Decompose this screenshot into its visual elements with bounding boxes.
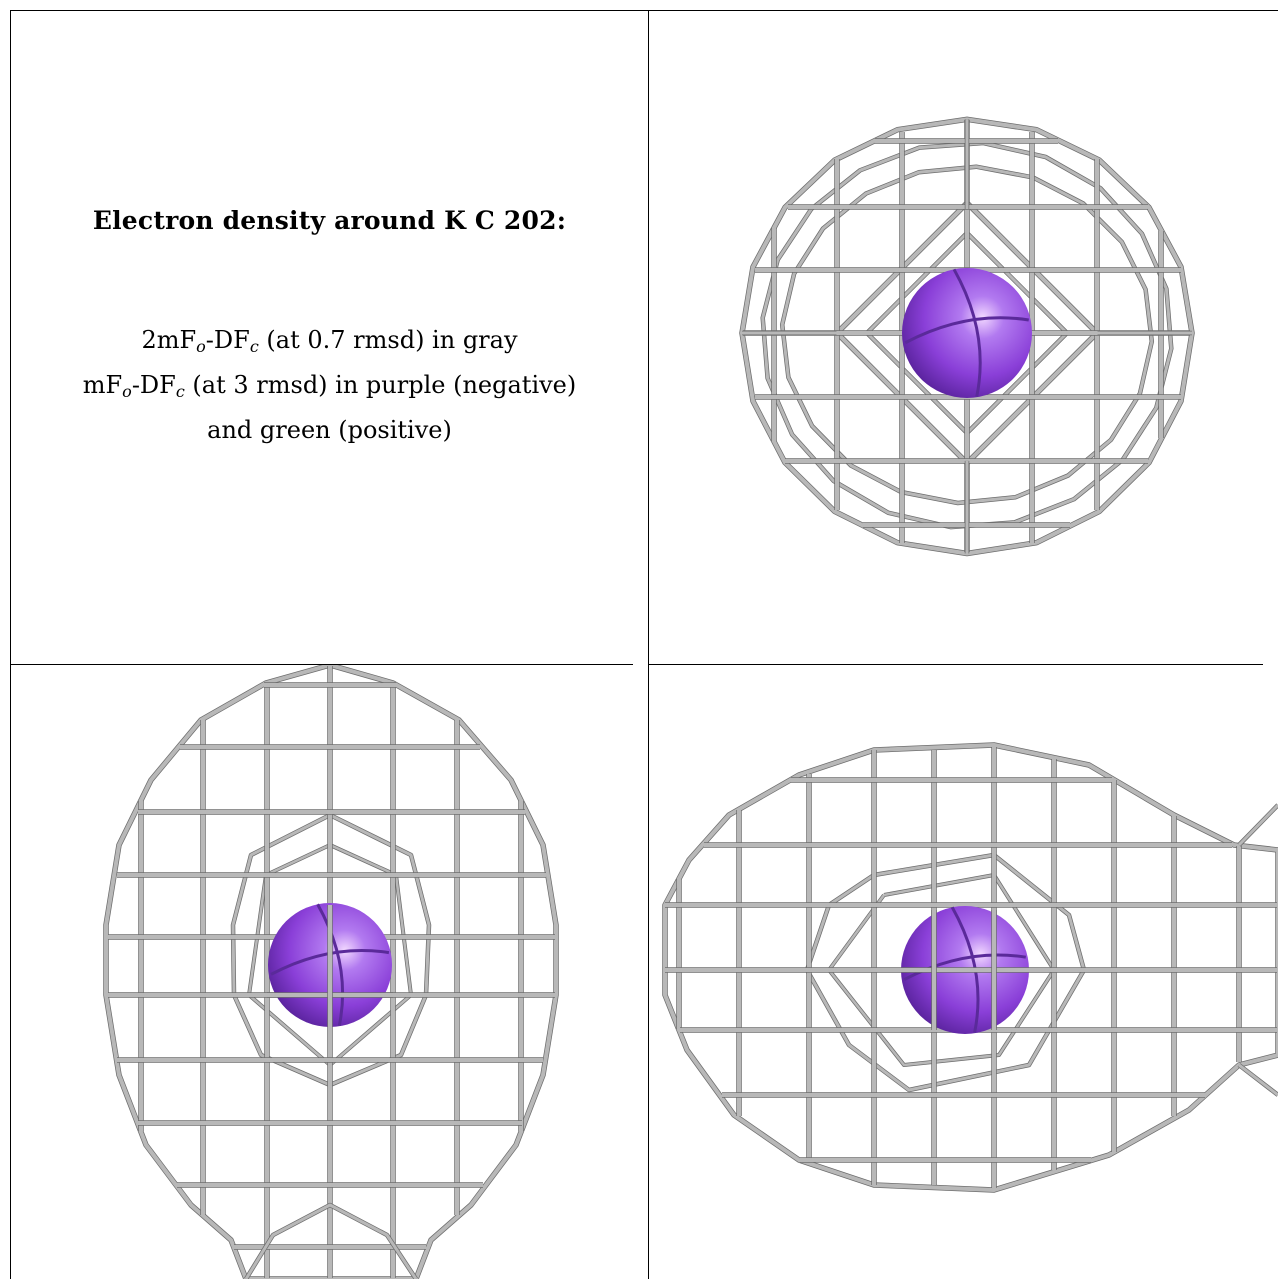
density-mesh-side xyxy=(662,742,1278,1193)
density-view-front xyxy=(11,665,648,1279)
atom-equator-arc xyxy=(903,953,1027,981)
atom-equator-arc xyxy=(904,316,1029,345)
caption-description: 2mFo-DFc (at 0.7 rmsd) in gray mFo-DFc (… xyxy=(11,321,648,449)
inner-contour-hl xyxy=(805,853,1086,1092)
neck-contour-hl xyxy=(244,1203,418,1279)
caption-panel: Electron density around K C 202: 2mFo-DF… xyxy=(11,11,648,664)
potassium-atom-sphere xyxy=(902,268,1032,398)
side-tail-down-hl xyxy=(1238,1063,1278,1097)
caption-line-3: and green (positive) xyxy=(207,416,452,444)
side-tail-up-hl xyxy=(1237,803,1278,847)
outer-contour-hl xyxy=(104,665,558,1279)
density-mesh-front xyxy=(103,665,559,1279)
caption-title: Electron density around K C 202: xyxy=(92,206,567,235)
atom-meridian-arc xyxy=(316,903,345,1027)
density-view-side xyxy=(649,665,1278,1279)
caption-line-1: 2mFo-DFc (at 0.7 rmsd) in gray xyxy=(141,326,518,356)
figure-frame xyxy=(10,10,1278,1279)
outer-contour-3-hl xyxy=(780,165,1154,505)
panel-divider-vertical xyxy=(648,10,649,1279)
outer-contour-hl xyxy=(663,743,1278,1192)
caption-line-2: mFo-DFc (at 3 rmsd) in purple (negative) xyxy=(82,371,577,401)
atom-meridian-arc xyxy=(952,268,982,397)
panel-divider-horizontal-right xyxy=(648,664,1263,665)
density-mesh-top xyxy=(739,116,1195,557)
density-view-top xyxy=(649,11,1278,664)
